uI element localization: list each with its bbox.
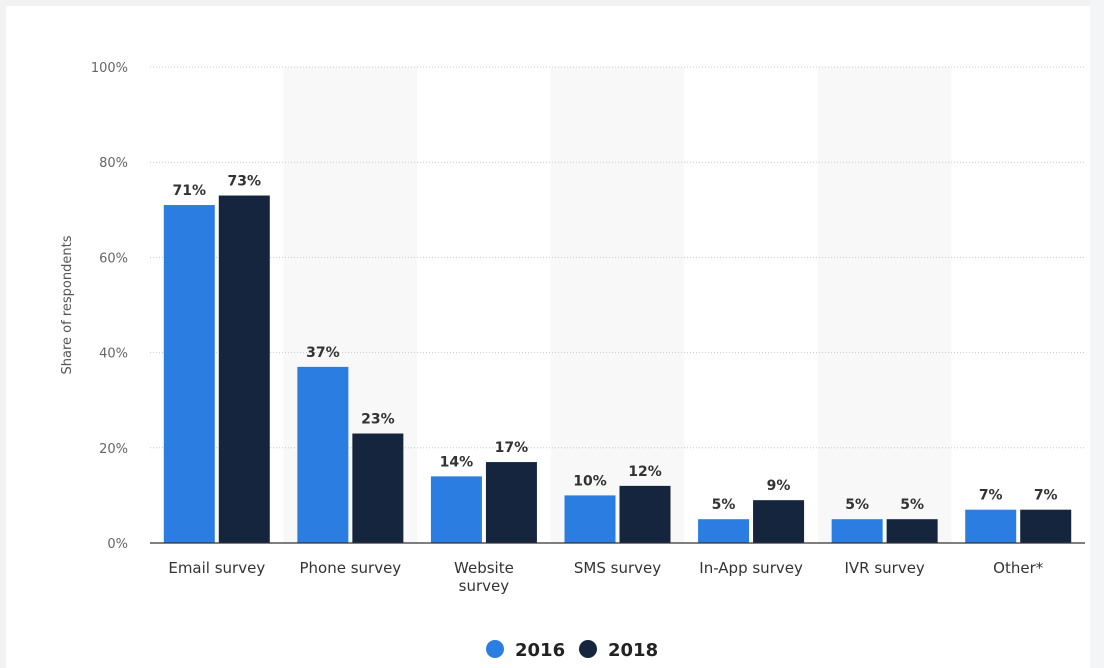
data-label: 73% (228, 174, 262, 190)
data-label: 5% (900, 497, 924, 513)
bar-2018[interactable] (753, 500, 805, 543)
bar-2018[interactable] (485, 462, 537, 543)
data-label: 23% (361, 412, 395, 428)
data-label: 17% (495, 440, 529, 456)
bar-2018[interactable] (619, 485, 671, 543)
bar-2016[interactable] (831, 519, 883, 543)
data-label: 5% (712, 497, 736, 513)
legend-marker-2018[interactable] (579, 640, 597, 658)
y-tick-label: 0% (107, 537, 128, 552)
data-label: 7% (1034, 488, 1058, 504)
category-band (550, 67, 685, 543)
y-tick-label: 40% (99, 347, 128, 362)
legend-label-2016[interactable]: 2016 (515, 640, 565, 661)
bar-2018[interactable] (352, 433, 404, 543)
bar-2016[interactable] (297, 366, 349, 543)
bar-2016[interactable] (564, 495, 616, 543)
data-label: 14% (440, 454, 474, 470)
y-tick-label: 100% (91, 61, 128, 76)
bar-2018[interactable] (218, 195, 270, 543)
x-tick-label: Other* (993, 559, 1044, 577)
y-tick-label: 80% (99, 156, 128, 171)
bar-2016[interactable] (430, 476, 482, 543)
y-tick-label: 20% (99, 442, 128, 457)
data-labels: 71% 73% 37% 23% 14% 17% 10% 12% 5% 9% 5% 5% 7% 7% (173, 174, 1058, 514)
x-tick-label: Email survey (168, 559, 265, 577)
bar-2018[interactable] (1020, 509, 1072, 543)
x-tick-label: IVR survey (844, 559, 924, 577)
y-axis-label: Share of respondents (60, 235, 75, 374)
y-tick-label: 60% (99, 251, 128, 266)
data-label: 37% (306, 345, 340, 361)
data-label: 12% (628, 464, 662, 480)
x-tick-label: Website survey (454, 559, 514, 595)
data-label: 71% (173, 183, 207, 199)
legend-label-2018[interactable]: 2018 (608, 640, 658, 661)
x-tick-label: In-App survey (699, 559, 803, 577)
category-band (817, 67, 952, 543)
data-label: 9% (767, 478, 791, 494)
scrollbar-track (1090, 0, 1104, 668)
bar-2016[interactable] (965, 509, 1017, 543)
x-tick-label: Phone survey (299, 559, 401, 577)
data-label: 5% (845, 497, 869, 513)
bar-2018[interactable] (886, 519, 938, 543)
data-label: 10% (573, 473, 607, 489)
legend-marker-2016[interactable] (486, 640, 504, 658)
bar-2016[interactable] (698, 519, 750, 543)
x-tick-label: SMS survey (574, 559, 661, 577)
legend[interactable]: 2016 2018 (486, 640, 658, 661)
y-axis-ticks: 0% 20% 40% 60% 80% 100% (91, 61, 128, 552)
data-label: 7% (979, 488, 1003, 504)
bars (163, 195, 1072, 544)
category-labels: Email survey Phone survey Website survey SMS… (168, 559, 1043, 595)
bar-2016[interactable] (163, 205, 215, 544)
